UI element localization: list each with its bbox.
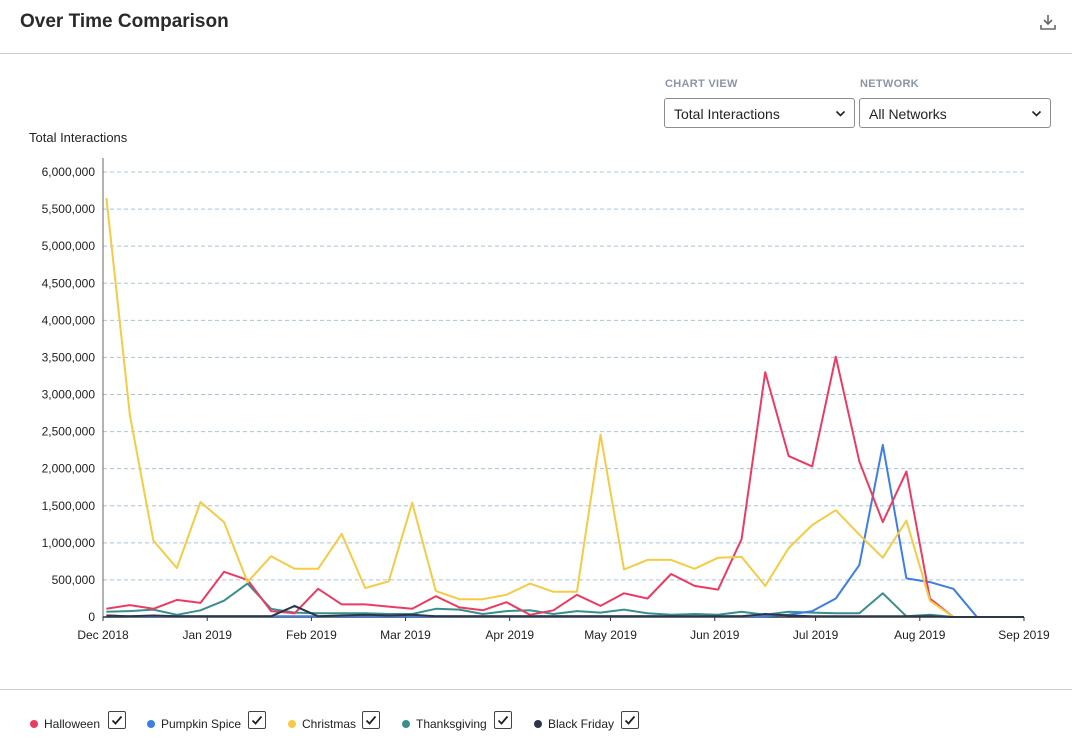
x-tick-label: May 2019 — [584, 628, 637, 642]
chart-view-label: CHART VIEW — [665, 78, 738, 90]
y-tick-label: 2,000,000 — [42, 462, 96, 476]
download-icon[interactable] — [1038, 12, 1058, 32]
network-label: NETWORK — [860, 78, 919, 90]
network-select[interactable]: All Networks — [859, 98, 1051, 128]
legend-label: Black Friday — [548, 717, 615, 731]
legend-dot-icon — [147, 720, 155, 728]
series-line-christmas — [105, 197, 1024, 618]
page-title: Over Time Comparison — [20, 11, 229, 32]
legend-label: Thanksgiving — [416, 717, 487, 731]
x-tick-label: Jan 2019 — [183, 628, 233, 642]
x-tick-label: Jul 2019 — [793, 628, 839, 642]
legend-checkbox-pumpkin-spice[interactable] — [248, 711, 266, 729]
y-tick-label: 0 — [88, 610, 95, 624]
y-tick-label: 4,500,000 — [42, 276, 96, 290]
x-tick-label: Feb 2019 — [286, 628, 337, 642]
legend-item-pumpkin-spice: Pumpkin Spice — [147, 714, 241, 734]
y-tick-label: 5,000,000 — [42, 239, 96, 253]
x-tick-label: Apr 2019 — [485, 628, 534, 642]
legend-checkbox-black-friday[interactable] — [621, 711, 639, 729]
y-axis-title: Total Interactions — [29, 130, 128, 145]
y-tick-label: 4,000,000 — [42, 313, 96, 327]
legend-dot-icon — [402, 720, 410, 728]
x-tick-label: Aug 2019 — [894, 628, 946, 642]
checkmark-icon — [365, 715, 377, 725]
x-tick-label: Mar 2019 — [380, 628, 431, 642]
checkmark-icon — [251, 715, 263, 725]
checkmark-icon — [497, 715, 509, 725]
y-tick-label: 1,500,000 — [42, 499, 96, 513]
legend-item-thanksgiving: Thanksgiving — [402, 714, 487, 734]
legend-dot-icon — [288, 720, 296, 728]
chevron-down-icon — [1031, 110, 1042, 117]
header: Over Time Comparison — [0, 0, 1072, 54]
series-line-black-friday — [106, 604, 1024, 618]
legend-label: Christmas — [302, 717, 357, 731]
legend-bar — [0, 689, 1072, 750]
legend-checkbox-thanksgiving[interactable] — [494, 711, 512, 729]
legend-label: Pumpkin Spice — [161, 717, 242, 731]
y-tick-label: 6,000,000 — [42, 165, 96, 179]
series-line-halloween — [106, 355, 1024, 618]
y-tick-label: 500,000 — [52, 573, 96, 587]
chevron-down-icon — [835, 110, 846, 117]
network-value: All Networks — [869, 106, 947, 122]
y-tick-label: 3,000,000 — [42, 388, 96, 402]
y-tick-label: 2,500,000 — [42, 425, 96, 439]
legend-checkbox-christmas[interactable] — [362, 711, 380, 729]
legend-item-christmas: Christmas — [288, 714, 356, 734]
x-tick-label: Jun 2019 — [690, 628, 740, 642]
legend-item-black-friday: Black Friday — [534, 714, 614, 734]
chart-view-value: Total Interactions — [674, 106, 780, 122]
legend-dot-icon — [30, 720, 38, 728]
legend-item-halloween: Halloween — [30, 714, 100, 734]
checkmark-icon — [111, 715, 123, 725]
legend-dot-icon — [534, 720, 542, 728]
series-line-thanksgiving — [106, 582, 1024, 618]
y-tick-label: 3,500,000 — [42, 350, 96, 364]
y-tick-label: 5,500,000 — [42, 202, 96, 216]
line-chart: 0 500,000 1,000,000 1,500,000 2,000,000 2,500… — [42, 158, 1050, 642]
legend-checkbox-halloween[interactable] — [108, 711, 126, 729]
chart-view-select[interactable]: Total Interactions — [664, 98, 855, 128]
legend-label: Halloween — [44, 717, 101, 731]
checkmark-icon — [624, 715, 636, 725]
y-tick-label: 1,000,000 — [42, 536, 96, 550]
x-tick-label: Sep 2019 — [998, 628, 1050, 642]
x-tick-label: Dec 2018 — [77, 628, 129, 642]
